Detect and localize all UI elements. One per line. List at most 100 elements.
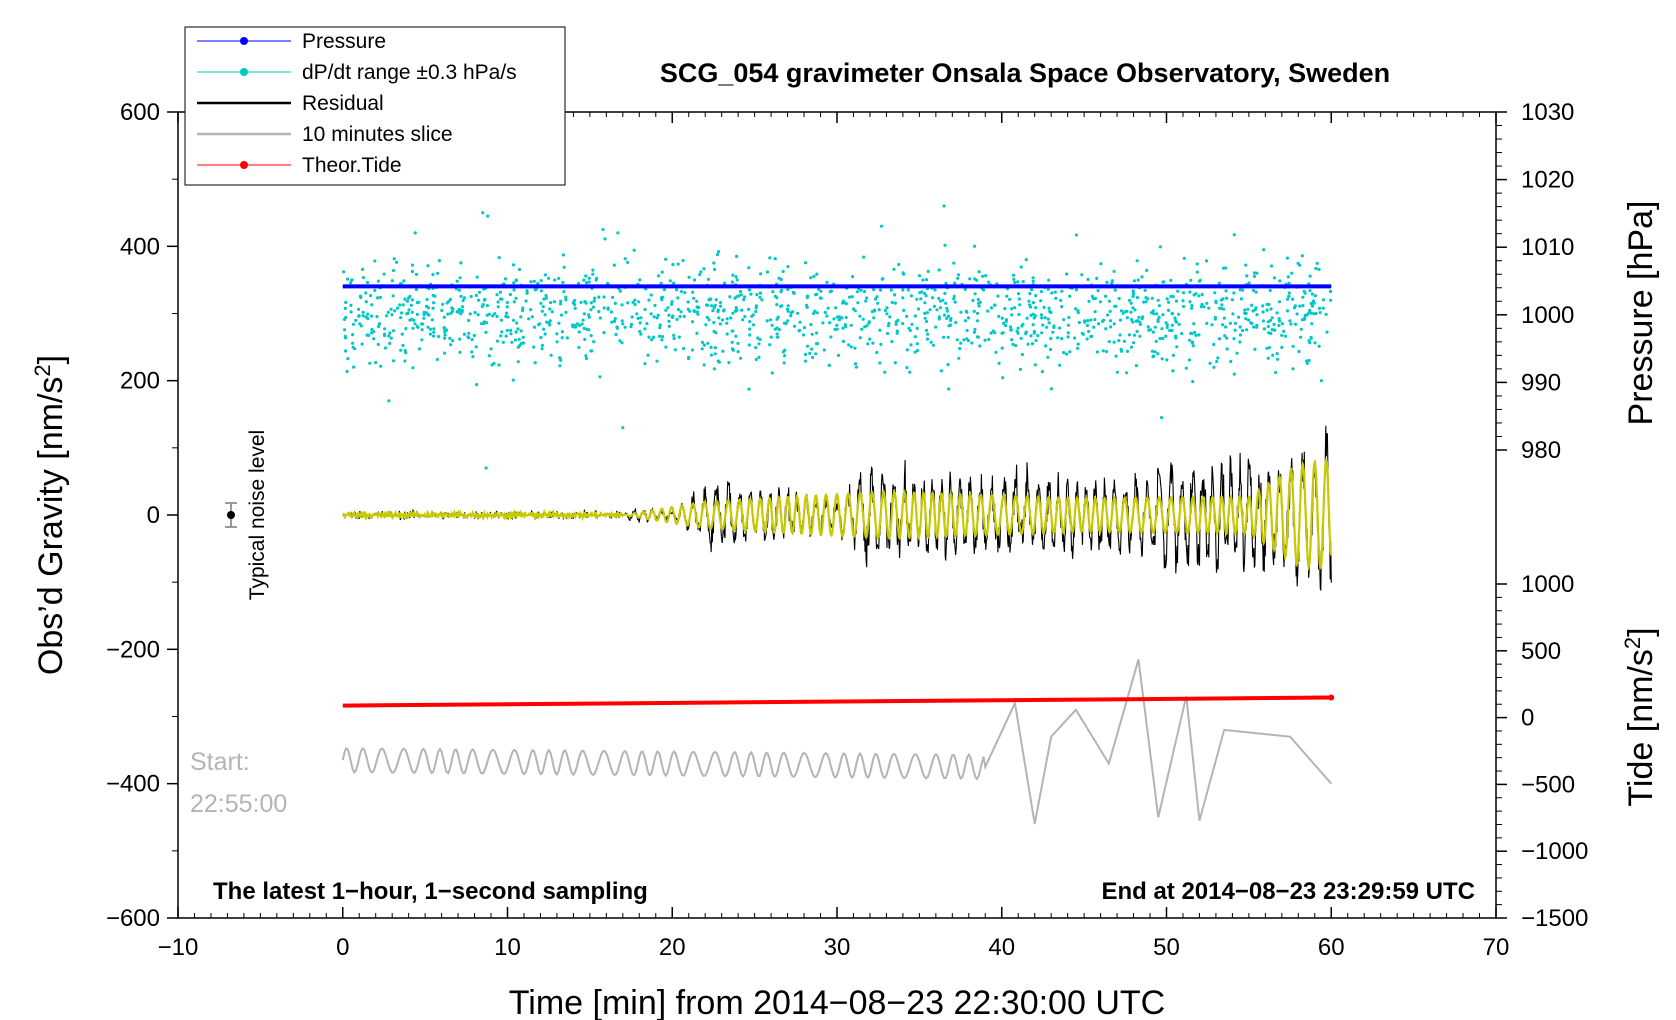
dpdt-point: [863, 325, 867, 329]
dpdt-point: [901, 271, 905, 275]
dpdt-point: [477, 290, 482, 294]
dpdt-point: [1216, 356, 1220, 360]
dpdt-point: [527, 317, 531, 321]
dpdt-point: [1177, 312, 1181, 316]
dpdt-point: [650, 338, 654, 342]
dpdt-point: [503, 277, 508, 281]
dpdt-point: [1272, 322, 1276, 326]
dpdt-point: [386, 310, 390, 314]
dpdt-point: [564, 298, 568, 302]
dpdt-point: [1074, 233, 1079, 237]
dpdt-point: [376, 342, 380, 346]
dpdt-point: [548, 307, 552, 311]
dpdt-point: [584, 354, 588, 358]
dpdt-point: [1113, 288, 1117, 292]
dpdt-point: [713, 346, 717, 350]
dpdt-point: [589, 334, 593, 338]
dpdt-point: [1170, 328, 1174, 333]
dpdt-point: [1002, 321, 1006, 325]
dpdt-point: [676, 296, 680, 300]
dpdt-point: [885, 306, 889, 310]
dpdt-point: [671, 262, 675, 267]
dpdt-point: [683, 291, 687, 295]
dpdt-point: [580, 322, 584, 326]
dpdt-point: [1188, 300, 1192, 304]
dpdt-point: [1117, 339, 1121, 343]
dpdt-point: [1046, 317, 1050, 321]
dpdt-point: [360, 267, 365, 271]
dpdt-point: [1224, 289, 1228, 293]
dpdt-point: [755, 293, 759, 297]
dpdt-point: [626, 301, 630, 305]
dpdt-point: [841, 339, 846, 343]
dpdt-point: [712, 261, 716, 265]
dpdt-point: [1225, 336, 1229, 340]
dpdt-point: [815, 292, 819, 296]
dpdt-point: [1165, 358, 1169, 362]
dpdt-point: [477, 298, 481, 302]
y-axis-title-left-sup: 2: [30, 364, 55, 376]
pressure-tick-label: 980: [1521, 437, 1561, 464]
dpdt-point: [673, 348, 677, 352]
dpdt-point: [768, 318, 773, 322]
dpdt-point: [971, 298, 975, 303]
dpdt-point: [1028, 292, 1032, 296]
dpdt-point: [758, 291, 763, 295]
dpdt-point: [1238, 325, 1242, 329]
dpdt-point: [1169, 294, 1173, 298]
dpdt-point: [1118, 318, 1123, 322]
dpdt-point: [705, 303, 709, 307]
dpdt-point: [1311, 299, 1315, 303]
dpdt-point: [422, 310, 426, 314]
dpdt-point: [695, 310, 699, 314]
dpdt-point: [409, 303, 413, 307]
x-tick-label: 0: [336, 934, 349, 961]
dpdt-point: [519, 329, 523, 333]
dpdt-point: [504, 311, 509, 315]
dpdt-point: [737, 294, 741, 298]
y-tick-label: 600: [120, 99, 160, 126]
dpdt-point: [1187, 358, 1191, 362]
dpdt-point: [1241, 288, 1245, 292]
dpdt-point: [1174, 299, 1179, 303]
dpdt-outlier: [621, 426, 625, 430]
dpdt-point: [879, 342, 883, 346]
dpdt-point: [801, 333, 806, 337]
dpdt-point: [1280, 322, 1284, 326]
dpdt-point: [403, 359, 407, 363]
dpdt-point: [756, 336, 760, 340]
dpdt-point: [742, 298, 746, 302]
dpdt-point: [751, 323, 756, 327]
dpdt-point: [1300, 318, 1304, 322]
dpdt-point: [713, 267, 717, 272]
dpdt-point: [1271, 353, 1275, 357]
dpdt-point: [921, 278, 925, 282]
dpdt-point: [1245, 274, 1249, 278]
dpdt-point: [890, 340, 894, 344]
dpdt-point: [1134, 364, 1138, 368]
dpdt-point: [727, 361, 731, 365]
dpdt-point: [1017, 297, 1021, 301]
dpdt-point: [972, 309, 976, 313]
dpdt-point: [966, 316, 971, 320]
legend-label: Theor.Tide: [302, 154, 402, 177]
dpdt-point: [943, 291, 947, 295]
dpdt-outlier: [942, 204, 946, 208]
dpdt-point: [360, 342, 364, 346]
dpdt-point: [577, 330, 581, 334]
dpdt-point: [1146, 325, 1150, 329]
dpdt-point: [1065, 352, 1069, 356]
dpdt-point: [1060, 305, 1064, 309]
dpdt-point: [836, 353, 841, 357]
dpdt-point: [809, 323, 813, 327]
dpdt-point: [710, 304, 714, 308]
dpdt-point: [511, 263, 516, 267]
dpdt-point: [1283, 334, 1288, 338]
dpdt-point: [734, 334, 738, 338]
dpdt-point: [485, 313, 489, 317]
dpdt-point: [929, 340, 933, 344]
dpdt-point: [587, 276, 591, 280]
y-axis-title-left-tail: ]: [32, 355, 70, 364]
dpdt-point: [902, 308, 906, 312]
dpdt-point: [748, 327, 752, 331]
